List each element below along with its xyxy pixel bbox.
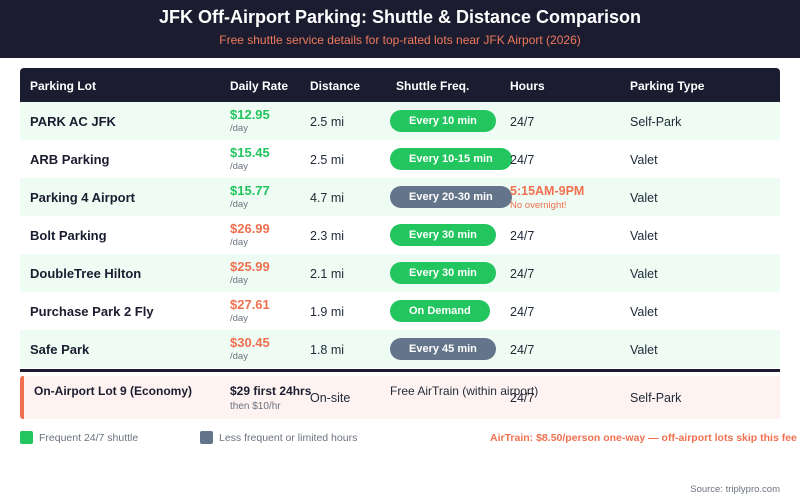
parking-type: Valet (630, 305, 658, 319)
shuttle-frequency-badge: Every 45 min (390, 338, 496, 360)
parking-type: Valet (630, 191, 658, 205)
shuttle-frequency-badge: Every 10 min (390, 110, 496, 132)
source-credit: Source: triplypro.com (690, 484, 780, 495)
table-row: Safe Park $30.45/day 1.8 mi Every 45 min 24/… (20, 330, 780, 368)
shuttle-frequency-badge: Every 30 min (390, 224, 496, 246)
daily-rate: $27.61 (230, 297, 270, 312)
daily-rate: $15.45 (230, 145, 270, 160)
hours: 24/7 (510, 391, 535, 405)
parking-comparison-table: Parking Lot Daily Rate Distance Shuttle … (20, 68, 780, 419)
table-row: Bolt Parking $26.99/day 2.3 mi Every 30 min… (20, 216, 780, 254)
hours: 24/7 (510, 153, 535, 167)
hours: 24/7 (510, 343, 535, 357)
daily-rate: $25.99 (230, 259, 270, 274)
lot-name: ARB Parking (30, 152, 110, 167)
airtrain-note: AirTrain: $8.50/person one-way — off-air… (490, 432, 797, 444)
table-header: Parking Lot Daily Rate Distance Shuttle … (20, 68, 780, 102)
lot-name: Purchase Park 2 Fly (30, 304, 154, 319)
daily-rate: $30.45 (230, 335, 270, 350)
slate-swatch-icon (200, 431, 213, 444)
distance: 2.1 mi (310, 267, 345, 281)
hours: 24/7 (510, 267, 535, 281)
lot-name: Safe Park (30, 342, 90, 357)
column-header-parking-lot: Parking Lot (30, 79, 97, 93)
daily-rate: $29 first 24hrs (230, 384, 312, 398)
table-row: ARB Parking $15.45/day 2.5 mi Every 10-15 m… (20, 140, 780, 178)
rate-unit: /day (230, 123, 248, 134)
distance: On-site (310, 391, 351, 405)
rate-unit: /day (230, 199, 248, 210)
shuttle-frequency-badge: Every 20-30 min (390, 186, 512, 208)
table-row: DoubleTree Hilton $25.99/day 2.1 mi Every 3… (20, 254, 780, 292)
column-header-parking-type: Parking Type (630, 79, 705, 93)
parking-type: Self-Park (630, 391, 682, 405)
shuttle-frequency-badge: Every 10-15 min (390, 148, 512, 170)
hours: 24/7 (510, 229, 535, 243)
shuttle-info: Free AirTrain (within airport) (390, 384, 539, 398)
rate-unit: /day (230, 237, 248, 248)
rate-unit: /day (230, 351, 248, 362)
distance: 1.9 mi (310, 305, 345, 319)
hours: 24/7 (510, 115, 535, 129)
daily-rate: $26.99 (230, 221, 270, 236)
parking-type: Valet (630, 153, 658, 167)
table-row: PARK AC JFK $12.95/day 2.5 mi Every 10 min 2… (20, 102, 780, 140)
page-subtitle: Free shuttle service details for top-rat… (219, 33, 581, 47)
distance: 2.5 mi (310, 115, 345, 129)
table-row-on-airport: On-Airport Lot 9 (Economy) $29 first 24h… (20, 376, 780, 419)
shuttle-frequency-badge: Every 30 min (390, 262, 496, 284)
lot-name: Bolt Parking (30, 228, 107, 243)
column-header-hours: Hours (510, 79, 545, 93)
green-swatch-icon (20, 431, 33, 444)
header-banner: JFK Off-Airport Parking: Shuttle & Dista… (0, 0, 800, 58)
section-divider (20, 369, 780, 372)
hours-warning: No overnight! (510, 200, 567, 211)
column-header-shuttle-freq: Shuttle Freq. (396, 79, 470, 93)
legend-label: Less frequent or limited hours (219, 432, 358, 444)
parking-type: Valet (630, 267, 658, 281)
rate-unit: /day (230, 313, 248, 324)
lot-name: PARK AC JFK (30, 114, 116, 129)
page-title: JFK Off-Airport Parking: Shuttle & Dista… (158, 7, 642, 27)
rate-unit: /day (230, 275, 248, 286)
table-body: PARK AC JFK $12.95/day 2.5 mi Every 10 min 2… (20, 102, 780, 368)
column-header-daily-rate: Daily Rate (230, 79, 289, 93)
table-row: Parking 4 Airport $15.77/day 4.7 mi Every 2… (20, 178, 780, 216)
distance: 4.7 mi (310, 191, 345, 205)
distance: 2.3 mi (310, 229, 345, 243)
shuttle-frequency-badge: On Demand (390, 300, 490, 322)
lot-name: DoubleTree Hilton (30, 266, 142, 281)
rate-unit: /day (230, 161, 248, 172)
column-header-distance: Distance (310, 79, 361, 93)
distance: 1.8 mi (310, 343, 345, 357)
daily-rate: $12.95 (230, 107, 270, 122)
table-row: Purchase Park 2 Fly $27.61/day 1.9 mi On De… (20, 292, 780, 330)
distance: 2.5 mi (310, 153, 345, 167)
hours: 24/7 (510, 305, 535, 319)
hours: 5:15AM-9PM (510, 184, 585, 198)
parking-type: Valet (630, 229, 658, 243)
legend-label: Frequent 24/7 shuttle (39, 432, 139, 444)
parking-type: Self-Park (630, 115, 682, 129)
parking-type: Valet (630, 343, 658, 357)
lot-name: On-Airport Lot 9 (Economy) (34, 384, 192, 398)
daily-rate: $15.77 (230, 183, 270, 198)
lot-name: Parking 4 Airport (30, 190, 135, 205)
rate-subtext: then $10/hr (230, 401, 281, 412)
